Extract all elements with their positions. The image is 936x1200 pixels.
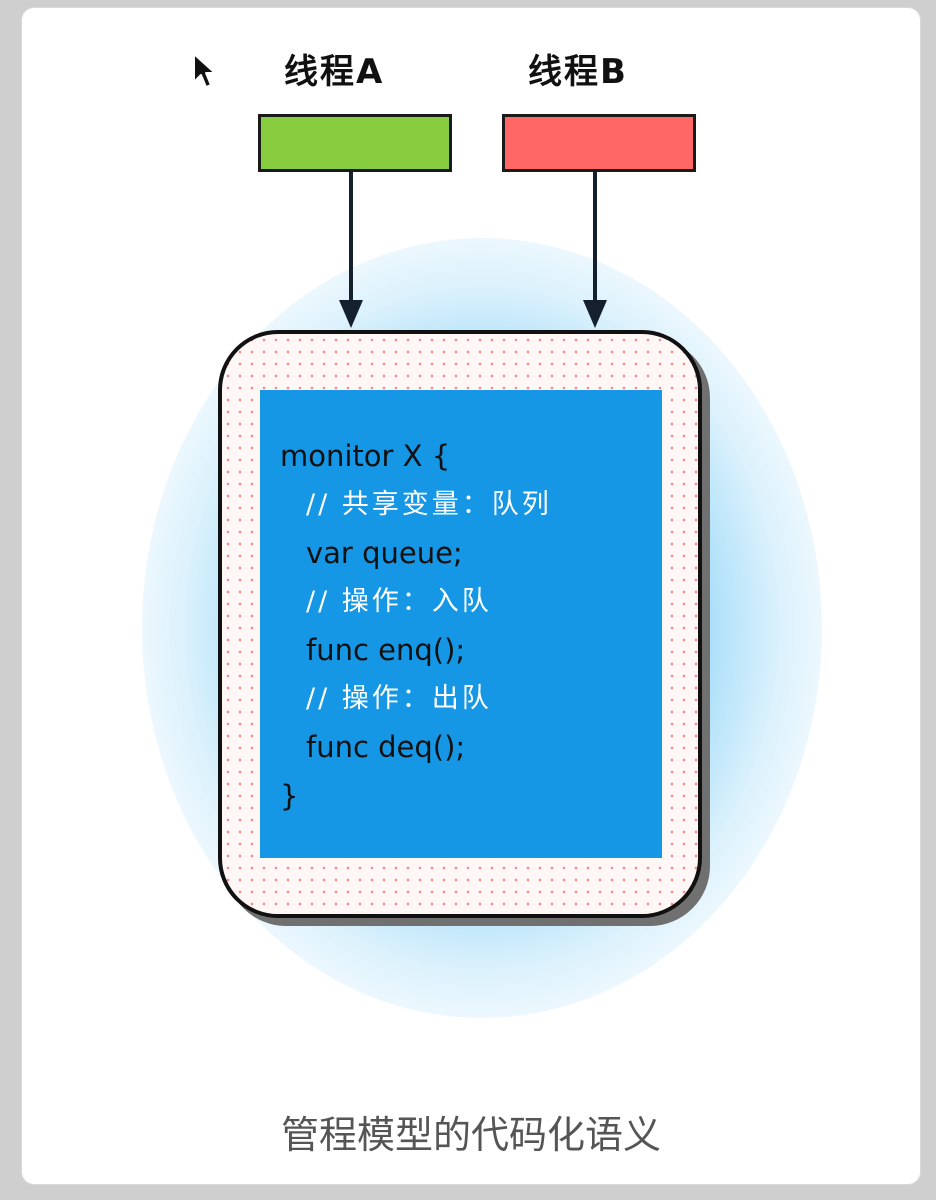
thread-b-arrow [583,172,607,328]
code-comment-line: // 共享变量：队列 [306,488,552,520]
code-line: monitor X { [280,439,451,473]
code-comment-line: // 操作：出队 [306,682,492,714]
thread-a-box [258,114,452,172]
code-line: func enq(); [306,633,466,667]
code-line: } [280,778,299,813]
thread-b-box [502,114,696,172]
thread-b-label: 线程B [528,52,628,92]
code-line: var queue; [306,536,463,570]
figure-frame: 线程A 线程B monitor X { // 共享变量：队列 var queue… [22,8,920,1184]
code-line: func deq(); [306,730,466,764]
code-block: monitor X { // 共享变量：队列 var queue; // 操作：… [280,432,552,820]
code-comment-line: // 操作：入队 [306,585,492,617]
thread-a-arrow [339,172,363,328]
mouse-cursor-icon [193,53,216,88]
figure-caption: 管程模型的代码化语义 [280,1113,661,1157]
code-panel [260,390,662,858]
thread-a-label: 线程A [284,52,385,92]
